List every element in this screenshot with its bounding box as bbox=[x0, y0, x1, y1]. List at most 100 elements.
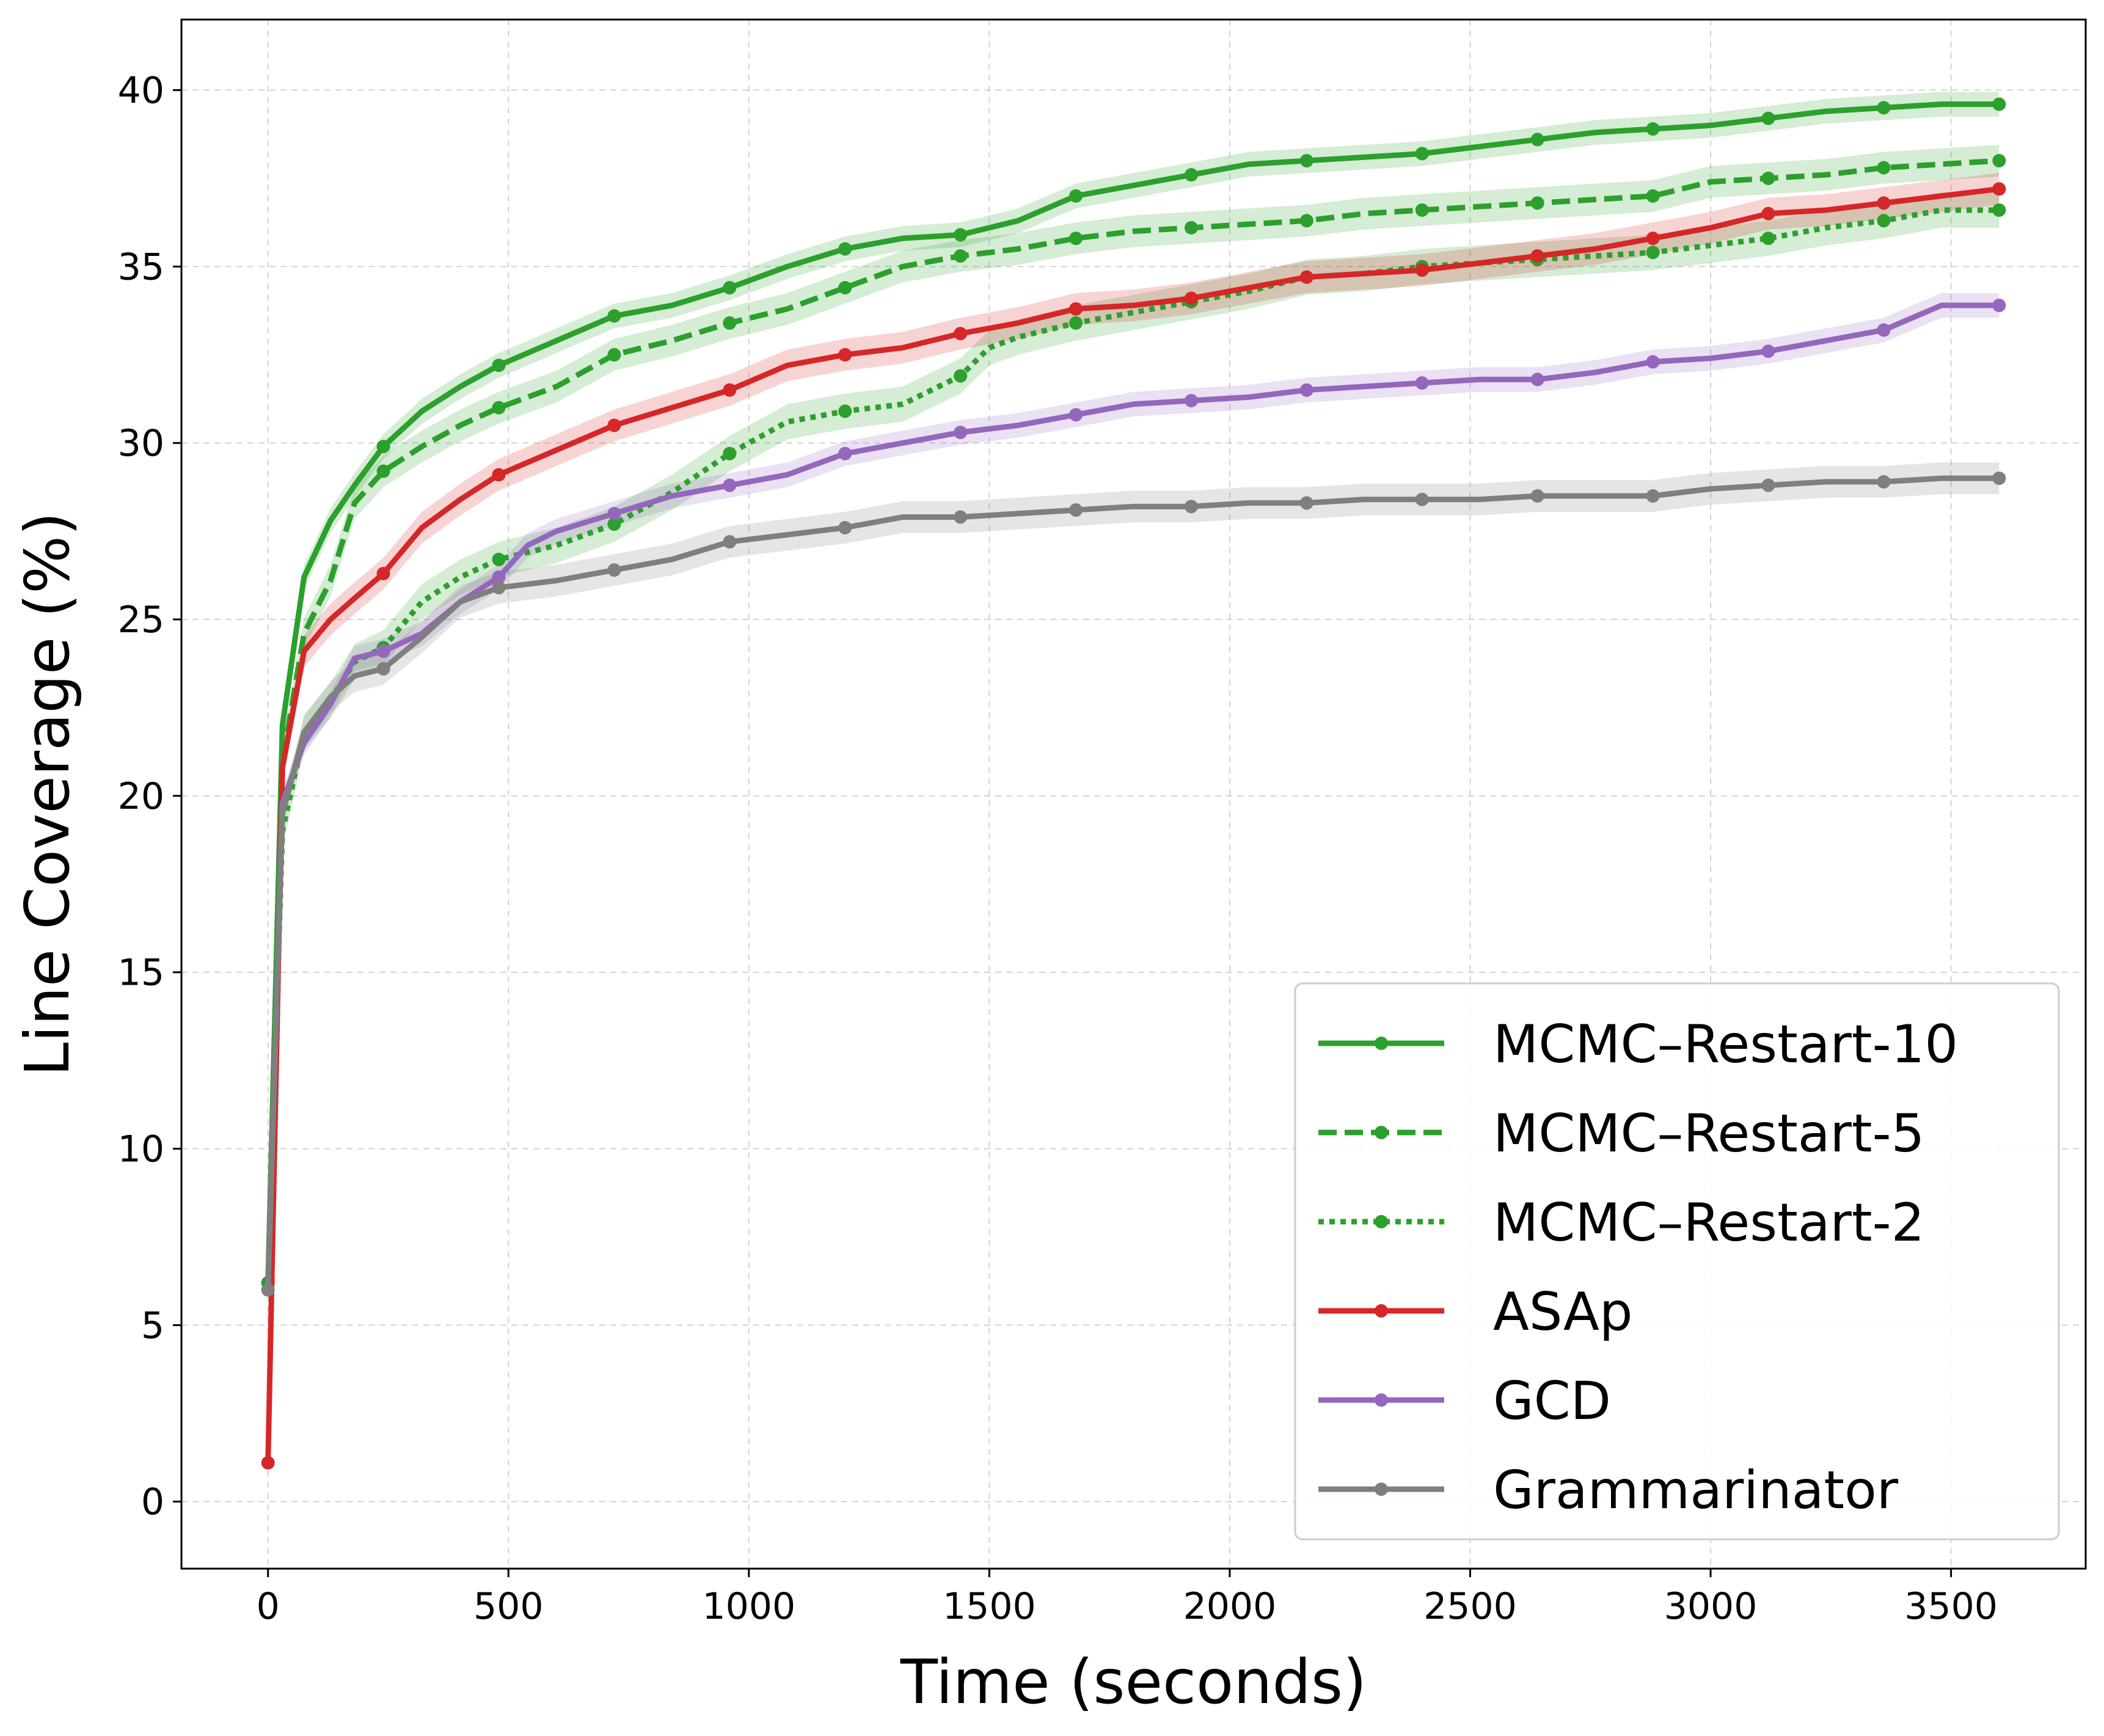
legend: MCMC–Restart-10 MCMC–Restart-5 MCMC–Restar… bbox=[1294, 982, 2060, 1541]
mcmc-restart-5-point bbox=[723, 316, 737, 330]
gcd-point bbox=[1646, 355, 1660, 369]
mcmc-restart-10-point bbox=[1530, 133, 1544, 147]
asap-point bbox=[1992, 182, 2006, 196]
mcmc-restart-10-line bbox=[265, 101, 2000, 1283]
grammarinator-line bbox=[265, 475, 2000, 1290]
mcmc-restart-10-point bbox=[1646, 122, 1660, 136]
mcmc-restart-10-point bbox=[376, 439, 390, 453]
gcd-point bbox=[376, 644, 390, 658]
grammarinator-point bbox=[492, 581, 506, 595]
mcmc-restart-5-point bbox=[1877, 161, 1891, 175]
mcmc-restart-2-point bbox=[838, 404, 852, 418]
asap-point bbox=[838, 348, 852, 362]
grammarinator-point bbox=[1299, 496, 1313, 510]
y-tick-label: 0 bbox=[141, 1481, 164, 1523]
series-lines bbox=[261, 97, 2006, 1470]
mcmc-restart-2-point bbox=[1761, 232, 1775, 246]
gcd-point bbox=[954, 425, 968, 439]
legend-grammarinator-marker bbox=[1375, 1483, 1388, 1496]
legend-mcmc-restart-5-marker bbox=[1375, 1126, 1388, 1139]
asap-point bbox=[261, 1456, 275, 1470]
gcd-point bbox=[1992, 298, 2006, 312]
y-tick-label: 10 bbox=[118, 1128, 164, 1171]
asap-point bbox=[1646, 232, 1660, 246]
asap-point bbox=[1184, 291, 1198, 305]
mcmc-restart-10-point bbox=[1184, 168, 1198, 182]
mcmc-restart-5-point bbox=[1415, 203, 1429, 217]
legend-asap-label: ASAp bbox=[1493, 1282, 1632, 1343]
legend-mcmc-restart-10-label: MCMC–Restart-10 bbox=[1493, 1014, 1958, 1075]
grammarinator-point bbox=[1530, 489, 1544, 503]
grammarinator-point bbox=[954, 510, 968, 524]
grammarinator-point bbox=[1761, 478, 1775, 492]
mcmc-restart-5-line bbox=[265, 158, 2000, 1283]
grammarinator-point bbox=[1184, 500, 1198, 514]
x-tick-label: 1000 bbox=[702, 1585, 795, 1628]
mcmc-restart-2-band bbox=[268, 192, 2000, 1300]
grammarinator-point bbox=[607, 563, 621, 577]
gcd-point bbox=[492, 570, 506, 584]
mcmc-restart-2-point bbox=[1646, 246, 1660, 260]
gcd-point bbox=[1299, 383, 1313, 397]
y-tick-label: 40 bbox=[118, 70, 164, 112]
gcd-point bbox=[1415, 376, 1429, 390]
mcmc-restart-2-point bbox=[492, 552, 506, 566]
mcmc-restart-5-point bbox=[1761, 171, 1775, 185]
legend-box bbox=[1294, 982, 2060, 1541]
y-tick-label: 25 bbox=[118, 599, 164, 641]
gcd-point bbox=[1530, 373, 1544, 387]
grammarinator-point bbox=[723, 534, 737, 549]
grammarinator-point bbox=[1415, 492, 1429, 506]
legend-grammarinator-label: Grammarinator bbox=[1493, 1460, 1899, 1521]
mcmc-restart-5-point bbox=[1646, 189, 1660, 203]
y-tick-label: 15 bbox=[118, 952, 164, 994]
x-axis-ticks: 0 500 1000 1500 2000 2500 3000 3500 bbox=[257, 1569, 1998, 1628]
mcmc-restart-2-point bbox=[1069, 316, 1083, 330]
mcmc-restart-10-point bbox=[492, 359, 506, 373]
mcmc-restart-10-point bbox=[1992, 97, 2006, 111]
legend-asap-marker bbox=[1375, 1304, 1388, 1318]
mcmc-restart-5-point bbox=[954, 249, 968, 263]
mcmc-restart-10-point bbox=[838, 242, 852, 256]
x-tick-label: 3500 bbox=[1904, 1585, 1998, 1628]
asap-point bbox=[954, 327, 968, 341]
mcmc-restart-10-point bbox=[954, 228, 968, 242]
y-tick-label: 20 bbox=[118, 775, 164, 818]
gcd-point bbox=[1184, 393, 1198, 407]
grammarinator-point bbox=[838, 520, 852, 534]
x-tick-label: 3000 bbox=[1664, 1585, 1758, 1628]
asap-point bbox=[1877, 196, 1891, 210]
mcmc-restart-10-point bbox=[1069, 189, 1083, 203]
mcmc-restart-10-point bbox=[1415, 147, 1429, 161]
mcmc-restart-10-point bbox=[723, 281, 737, 295]
gcd-point bbox=[1069, 407, 1083, 421]
x-tick-label: 2500 bbox=[1423, 1585, 1517, 1628]
asap-point bbox=[1069, 302, 1083, 316]
mcmc-restart-10-point bbox=[1877, 101, 1891, 115]
gcd-point bbox=[838, 447, 852, 461]
gcd-point bbox=[607, 506, 621, 520]
y-tick-label: 35 bbox=[118, 246, 164, 288]
mcmc-restart-5-point bbox=[1299, 214, 1313, 228]
asap-point bbox=[1530, 249, 1544, 263]
mcmc-restart-2-point bbox=[954, 369, 968, 383]
asap-point bbox=[1761, 206, 1775, 221]
mcmc-restart-5-point bbox=[1992, 154, 2006, 168]
x-tick-label: 0 bbox=[257, 1585, 280, 1628]
legend-mcmc-restart-5-label: MCMC–Restart-5 bbox=[1493, 1103, 1924, 1164]
gcd-point bbox=[1761, 345, 1775, 359]
x-axis-title: Time (seconds) bbox=[900, 1646, 1367, 1718]
plot-area-frame bbox=[180, 18, 2087, 1570]
gcd-line bbox=[265, 302, 2000, 1290]
mcmc-restart-10-point bbox=[1761, 111, 1775, 125]
gcd-point bbox=[1877, 323, 1891, 337]
legend-gcd-label: GCD bbox=[1493, 1371, 1611, 1432]
legend-mcmc-restart-2-marker bbox=[1375, 1215, 1388, 1228]
mcmc-restart-2-point bbox=[1992, 203, 2006, 217]
asap-point bbox=[1415, 263, 1429, 277]
y-tick-label: 30 bbox=[118, 422, 164, 465]
asap-point bbox=[1299, 270, 1313, 284]
asap-point bbox=[492, 468, 506, 482]
mcmc-restart-5-point bbox=[492, 401, 506, 415]
mcmc-restart-2-point bbox=[723, 447, 737, 461]
